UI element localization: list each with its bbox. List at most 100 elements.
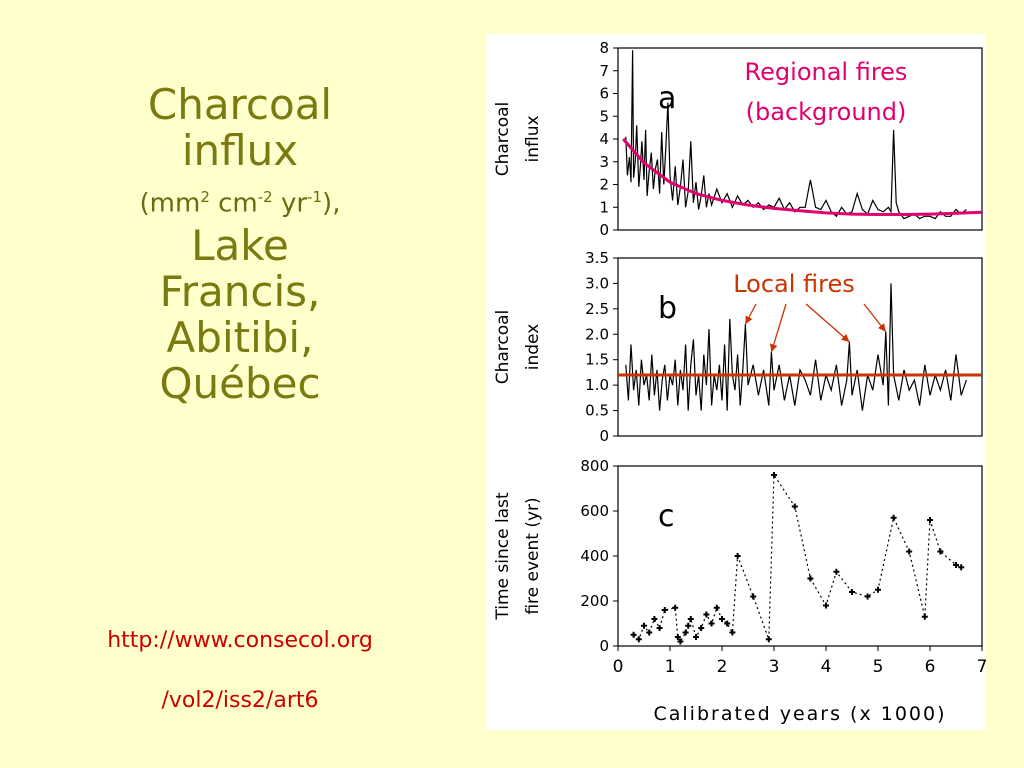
- panel-b-ytick-label: 2.5: [585, 300, 609, 318]
- panel-c-data-point: [750, 593, 757, 600]
- title-line-1: Charcoal: [147, 80, 333, 129]
- panel-a-ytick-label: 3: [599, 153, 609, 171]
- panel-b-ytick-label: 1.5: [585, 351, 609, 369]
- panel-b-ytick-label: 0.5: [585, 402, 609, 420]
- panel-a-ylabel-line-2: influx: [523, 115, 543, 162]
- panel-c-data-point: [693, 634, 699, 640]
- panel-c-data-point: [687, 616, 694, 622]
- panel-c-ytick-label: 200: [580, 592, 609, 610]
- panel-c-xtick-label: 7: [977, 657, 986, 677]
- panel-c-data-point: [651, 616, 658, 622]
- panel-c-data-point: [937, 548, 944, 555]
- panel-a-ytick-label: 1: [599, 198, 609, 216]
- panel-a-annotation-line-2: (background): [746, 98, 907, 126]
- panel-c-letter: c: [658, 499, 675, 534]
- panel-c-data-point: [849, 589, 855, 595]
- panel-a-background-curve: [622, 138, 983, 216]
- panel-c-ylabel-line-1: Time since last: [493, 492, 513, 621]
- panel-c-ytick-label: 800: [580, 457, 609, 475]
- panel-c-data-point: [823, 602, 829, 609]
- place-line-3: Abitibi,: [166, 312, 314, 362]
- panel-b-letter: b: [658, 291, 677, 326]
- place-line-4: Québec: [159, 358, 321, 408]
- panel-a-ytick-label: 4: [599, 130, 609, 148]
- panel-a-ytick-label: 0: [599, 221, 609, 239]
- panel-a-ytick-label: 5: [599, 107, 609, 125]
- panel-b-ytick-label: 1.0: [585, 376, 609, 394]
- panel-c-xtick-label: 0: [613, 657, 624, 677]
- panel-c-data-point: [677, 638, 684, 645]
- units-label: (mm2 cm-2 yr-1),: [139, 188, 341, 219]
- panel-b-ytick-label: 2.0: [585, 325, 609, 343]
- panel-c-data-point: [729, 629, 736, 636]
- panel-c-xlabel: Calibrated years (x 1000): [653, 703, 946, 725]
- panel-a-letter: a: [658, 81, 676, 116]
- panel-b-local-fire-arrow: [769, 303, 787, 353]
- panel-c-data-point: [674, 634, 681, 640]
- panel-b-plot-frame: [617, 257, 983, 437]
- panel-c-xtick-label: 6: [925, 657, 936, 677]
- panel-b-local-fire-arrow: [805, 303, 850, 343]
- panel-b-series-line: [625, 283, 967, 411]
- panel-a-ytick-label: 2: [599, 176, 609, 194]
- panel-c-data-point: [646, 629, 653, 636]
- panel-a-ytick-label: 6: [599, 85, 609, 103]
- panel-c-data-point: [921, 613, 928, 620]
- place-line-2: Francis,: [159, 266, 321, 316]
- panel-c-data-point: [953, 562, 959, 568]
- panel-c-xtick-label: 4: [821, 657, 832, 677]
- panel-a-ytick-label: 8: [599, 39, 609, 57]
- panel-c-data-point: [685, 622, 692, 629]
- panel-c-data-point: [958, 564, 965, 571]
- panel-c-data-point: [703, 611, 710, 618]
- panel-c-data-point: [656, 625, 663, 631]
- panel-c-series-dotted-line: [633, 473, 962, 643]
- slide-title-block: Charcoal influx (mm2 cm-2 yr-1), Lake Fr…: [40, 82, 440, 407]
- panel-c-data-point: [672, 604, 679, 611]
- panel-c-data-point: [724, 620, 731, 627]
- panel-c-data-point: [708, 620, 715, 627]
- panel-c-xtick-label: 1: [665, 657, 676, 677]
- source-link-line-2[interactable]: /vol2/iss2/art6: [161, 688, 319, 713]
- panel-c-data-point: [890, 514, 897, 521]
- panel-b-local-fire-arrow: [863, 303, 887, 333]
- title-line-2: influx: [181, 126, 299, 175]
- panel-c-xtick-label: 5: [873, 657, 884, 677]
- figure-panel: 0 1 2 3 4 5 6 7 8 Charcoal influx a Regional fires (b…: [486, 34, 987, 730]
- panel-c-ytick-label: 0: [599, 637, 609, 655]
- place-line-1: Lake: [191, 220, 289, 270]
- panel-c-data-point: [833, 568, 840, 575]
- panel-c-data-point: [791, 503, 798, 510]
- panel-c-data-point: [771, 472, 777, 478]
- panel-c-data-point: [661, 607, 668, 613]
- panel-b-ylabel-line-1: Charcoal: [493, 310, 513, 385]
- panel-a-series-line: [625, 50, 967, 220]
- panel-c-data-point: [698, 625, 705, 631]
- panel-b-ylabel-line-2: index: [523, 324, 543, 371]
- panel-b-ytick-label: 3.0: [585, 274, 609, 292]
- panel-c-plot-frame: [617, 465, 983, 647]
- panel-c-data-point: [807, 575, 814, 582]
- panel-c-xtick-label: 2: [717, 657, 728, 677]
- panel-c-data-point: [927, 517, 933, 523]
- panel-b-ytick-label: 3.5: [585, 249, 609, 267]
- panel-c-data-point: [630, 631, 637, 638]
- source-link-line-1[interactable]: http://www.consecol.org: [107, 628, 373, 653]
- panel-c-data-point: [719, 616, 725, 622]
- panel-b-ytick-label: 0: [599, 427, 609, 445]
- charcoal-figure-svg: 0 1 2 3 4 5 6 7 8 Charcoal influx a Regional fires (b…: [493, 39, 987, 725]
- panel-a-ylabel-line-1: Charcoal: [493, 102, 513, 177]
- panel-c-data-point: [641, 622, 647, 629]
- panel-c-data-point: [765, 636, 772, 643]
- panel-c-data-point: [734, 553, 741, 559]
- panel-c-data-point: [875, 586, 881, 593]
- panel-c-data-point: [906, 548, 913, 555]
- panel-c-xtick-label: 3: [769, 657, 780, 677]
- panel-c-ytick-label: 600: [580, 502, 609, 520]
- panel-b-local-fire-arrow: [744, 303, 757, 325]
- panel-c-data-point: [713, 604, 720, 611]
- panel-c-ytick-label: 400: [580, 547, 609, 565]
- panel-c-data-point: [682, 629, 689, 636]
- panel-b-annotation: Local fires: [733, 270, 855, 298]
- panel-a-ytick-label: 7: [599, 62, 609, 80]
